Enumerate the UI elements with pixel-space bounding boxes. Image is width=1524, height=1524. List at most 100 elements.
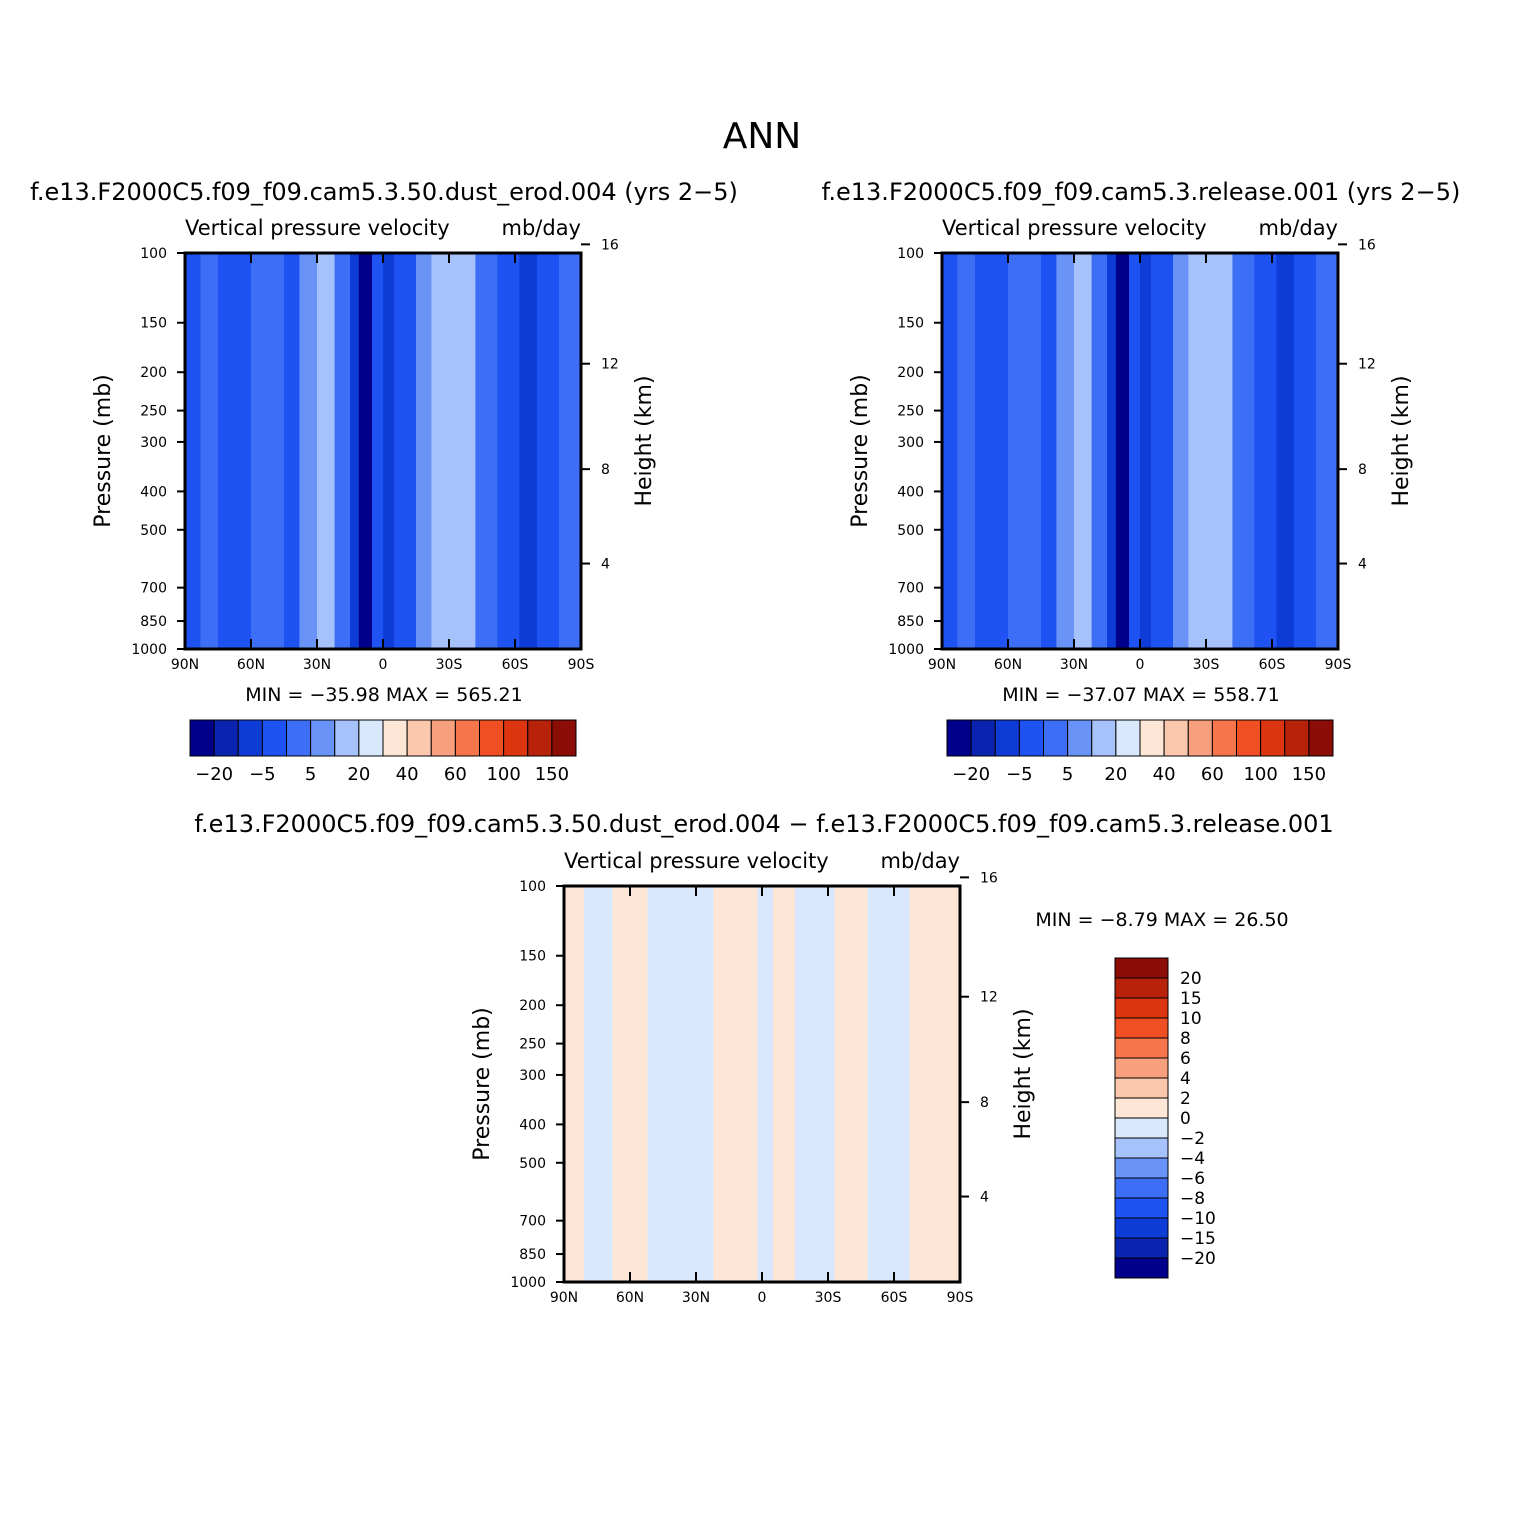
x-tick-label: 90S [568, 657, 595, 673]
colorbar-label: −15 [1180, 1229, 1216, 1249]
colorbar-label: 5 [305, 764, 316, 785]
colorbar-swatch [1114, 1077, 1169, 1099]
contour-band [795, 886, 836, 1282]
colorbar-label: 2 [1180, 1089, 1191, 1109]
contour-band [1074, 253, 1093, 649]
contour-band [1173, 253, 1189, 649]
y-tick-label: 250 [140, 404, 167, 420]
colorbar-swatch [1114, 1017, 1169, 1039]
contour-band [1188, 253, 1233, 649]
units-label: mb/day [502, 216, 582, 240]
contour-band [957, 253, 976, 649]
y2-tick-label: 16 [1358, 237, 1376, 253]
y-tick-label: 850 [140, 614, 167, 630]
colorbar-swatch [1211, 719, 1237, 757]
colorbar-swatch [1043, 719, 1069, 757]
min-max-stats: MIN = −35.98 MAX = 565.21 [245, 684, 522, 706]
colorbar-label: 20 [1104, 764, 1127, 785]
colorbar-label: 4 [1180, 1069, 1191, 1089]
y2-tick-label: 8 [980, 1095, 989, 1111]
colorbar-label: 60 [444, 764, 467, 785]
y-axis-label: Pressure (mb) [470, 1007, 495, 1161]
contour-band [773, 886, 796, 1282]
min-max-stats: MIN = −8.79 MAX = 26.50 [1035, 909, 1288, 931]
y-tick-label: 250 [897, 404, 924, 420]
colorbar-label: 15 [1180, 989, 1202, 1009]
x-tick-label: 60N [237, 657, 265, 673]
contour-band [1316, 253, 1339, 649]
colorbar-label: 150 [535, 764, 569, 785]
contour-band [1232, 253, 1255, 649]
y2-tick-label: 16 [980, 870, 998, 886]
y-tick-label: 150 [140, 316, 167, 332]
colorbar-swatch [1163, 719, 1189, 757]
colorbar-swatch [1114, 957, 1169, 979]
colorbar-label: −4 [1180, 1149, 1205, 1169]
colorbar-swatch [551, 719, 577, 757]
colorbar-swatch [1091, 719, 1117, 757]
y2-tick-label: 16 [601, 237, 619, 253]
colorbar-label: −20 [952, 764, 990, 785]
y-tick-label: 400 [897, 484, 924, 500]
contour-band [1129, 253, 1141, 649]
x-tick-label: 30N [682, 1290, 710, 1306]
colorbar-swatch [1260, 719, 1286, 757]
colorbar-swatch [189, 719, 215, 757]
x-tick-label: 60N [616, 1290, 644, 1306]
colorbar-label: −6 [1180, 1169, 1205, 1189]
colorbar-swatch [1114, 1157, 1169, 1179]
colorbar-swatch [1114, 1257, 1169, 1279]
contour-band [317, 253, 336, 649]
colorbar-label: −5 [1006, 764, 1033, 785]
colorbar-swatch [1114, 1217, 1169, 1239]
colorbar-swatch [334, 719, 360, 757]
x-tick-label: 60N [994, 657, 1022, 673]
colorbar-swatch [1067, 719, 1093, 757]
contour-band [394, 253, 417, 649]
units-label: mb/day [1259, 216, 1339, 240]
x-tick-label: 30S [436, 657, 463, 673]
colorbar-swatch [1114, 1237, 1169, 1259]
contour-band [1294, 253, 1317, 649]
units-label: mb/day [881, 849, 961, 873]
colorbar-label: −20 [1180, 1249, 1216, 1269]
y2-axis-label: Height (km) [632, 375, 657, 506]
y-tick-label: 100 [140, 246, 167, 262]
x-tick-label: 60S [1259, 657, 1286, 673]
contour-band [975, 253, 1009, 649]
colorbar-swatch [1114, 977, 1169, 999]
colorbar-swatch [237, 719, 263, 757]
contour-band [867, 886, 910, 1282]
colorbar-swatch [1139, 719, 1165, 757]
colorbar-swatch [1115, 719, 1141, 757]
colorbar-label: 40 [396, 764, 419, 785]
y2-axis-label: Height (km) [1011, 1008, 1036, 1139]
contour-band [251, 253, 285, 649]
colorbar-swatch [1114, 997, 1169, 1019]
contour-band [612, 886, 649, 1282]
panel-title: f.e13.F2000C5.f09_f09.cam5.3.release.001… [822, 178, 1461, 206]
x-tick-label: 60S [502, 657, 529, 673]
colorbar-label: 20 [347, 764, 370, 785]
variable-label: Vertical pressure velocity [185, 216, 450, 240]
y2-tick-label: 12 [980, 990, 998, 1006]
y-tick-label: 250 [519, 1037, 546, 1053]
y-tick-label: 200 [897, 365, 924, 381]
colorbar-swatch [1114, 1177, 1169, 1199]
colorbar-label: 100 [486, 764, 520, 785]
contour-band [757, 886, 774, 1282]
colorbar-swatch [1114, 1117, 1169, 1139]
colorbar-swatch [382, 719, 408, 757]
y-tick-label: 400 [519, 1117, 546, 1133]
contour-band [372, 253, 384, 649]
y-tick-label: 150 [519, 949, 546, 965]
y-tick-label: 700 [897, 581, 924, 597]
colorbar-label: 10 [1180, 1009, 1202, 1029]
contour-band [583, 886, 613, 1282]
y-tick-label: 150 [897, 316, 924, 332]
contour-band [185, 253, 201, 649]
contour-band [299, 253, 318, 649]
figure-title: ANN [723, 116, 802, 157]
colorbar-swatch [1114, 1037, 1169, 1059]
colorbar-swatch [1018, 719, 1044, 757]
